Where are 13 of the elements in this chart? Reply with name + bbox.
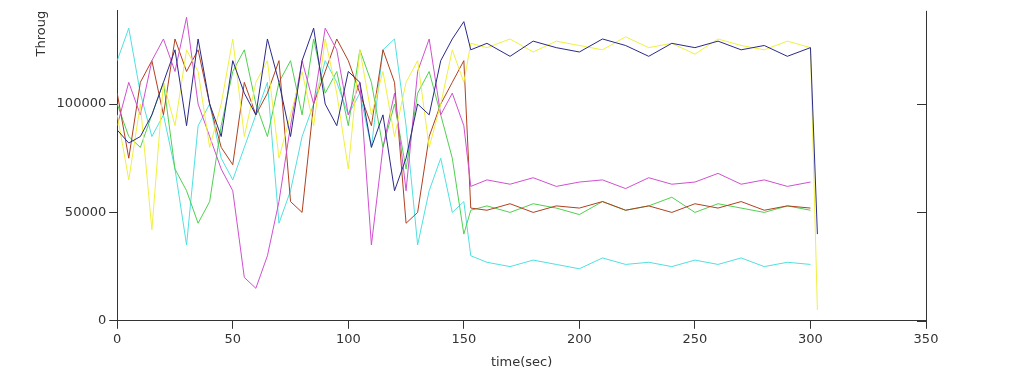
x-tick-label: 250 [682, 330, 708, 346]
x-tick-label: 100 [335, 330, 361, 346]
y-tick-label: 50000 [64, 203, 107, 219]
x-tick-label: 300 [798, 330, 823, 346]
x-axis-title: time(sec) [490, 353, 553, 369]
x-tick-label: 50 [224, 330, 242, 346]
y-tick-label: 0 [97, 312, 107, 328]
x-tick-label: 0 [113, 330, 122, 346]
x-tick-label: 350 [913, 330, 939, 346]
y-axis-title: Throug [33, 10, 49, 58]
y-tick-label: 100000 [56, 95, 107, 111]
x-tick-label: 200 [566, 330, 592, 346]
x-tick-label: 150 [451, 330, 477, 346]
